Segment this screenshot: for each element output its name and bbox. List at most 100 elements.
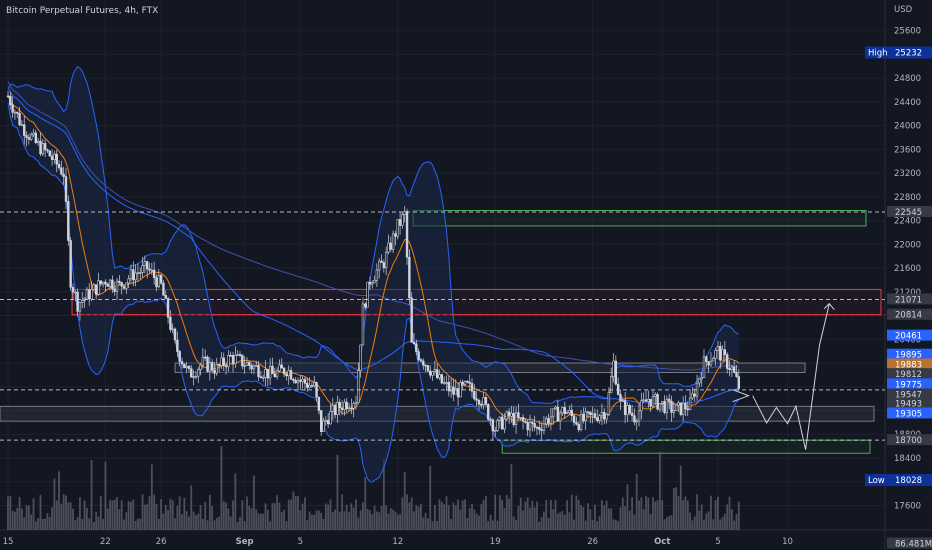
volume-bar [25, 505, 28, 530]
volume-bar [501, 499, 504, 530]
volume-bar [222, 501, 225, 530]
volume-bar [645, 495, 647, 530]
candle-body [401, 214, 404, 226]
volume-bar [72, 508, 74, 530]
candle-body [213, 370, 216, 374]
candle-body [301, 378, 304, 382]
volume-bar [283, 509, 285, 530]
candle-body [271, 365, 274, 375]
candle-body [408, 256, 411, 299]
candle-body [308, 385, 311, 388]
time-axis[interactable]: 15 22 26 Sep 5 12 19 26 Oct 5 10 [3, 537, 793, 547]
volume-bar [633, 514, 636, 530]
candle-body [705, 356, 708, 362]
candle-body [487, 404, 490, 420]
candle-body [572, 415, 576, 423]
volume-bar [227, 508, 230, 530]
volume-bar [607, 508, 610, 530]
volume-bar [466, 517, 469, 530]
candle-body [185, 365, 188, 368]
volume-bar [157, 518, 160, 530]
volume-bar [348, 512, 350, 530]
volume-bar [48, 516, 51, 530]
candle-body [503, 418, 506, 430]
volume-bar [447, 504, 450, 530]
candle-body [310, 385, 314, 387]
candle-body [593, 413, 597, 419]
volume-bar [262, 513, 265, 530]
candle-body [556, 406, 560, 422]
volume-bars [7, 446, 740, 530]
volume-bar [143, 504, 146, 530]
volume-bar [243, 521, 246, 530]
candle-body [94, 284, 98, 295]
y-tick-label: 24400 [894, 98, 921, 108]
candle-body [13, 111, 17, 114]
volume-bar [44, 518, 47, 530]
volume-bar [55, 500, 58, 530]
volume-bar [517, 505, 520, 530]
y-tick-label: 22800 [894, 193, 921, 203]
candle-body [677, 402, 680, 406]
price-badge-bg [887, 358, 932, 370]
volume-bar [218, 516, 221, 530]
price-badge-value: 19493 [895, 399, 922, 409]
candle-body [85, 289, 89, 299]
volume-bar [201, 518, 204, 530]
volume-bar [113, 499, 116, 530]
volume-bar [401, 497, 404, 530]
volume-bar [164, 504, 167, 530]
candle-body [547, 418, 550, 424]
volume-bar [167, 510, 169, 530]
price-badge-bg [887, 205, 932, 217]
candles [6, 90, 741, 440]
candle-body [34, 132, 38, 143]
volume-bar [85, 508, 88, 530]
volume-bar [239, 516, 241, 530]
volume-bar [417, 506, 420, 530]
volume-bar [675, 487, 678, 530]
volume-bar [554, 500, 557, 530]
candle-body [92, 284, 96, 290]
candle-body [375, 269, 379, 281]
volume-bar [612, 519, 615, 530]
candle-body [241, 354, 244, 367]
candle-body [582, 413, 585, 422]
candle-body [373, 279, 376, 284]
volume-bar [294, 495, 297, 530]
volume-bar [457, 499, 459, 530]
candle-body [23, 124, 26, 136]
volume-bar [185, 511, 188, 530]
volume-bar [719, 519, 722, 530]
candle-body [229, 355, 232, 357]
x-tick-label: Oct [654, 537, 670, 547]
volume-bar [285, 521, 288, 530]
candle-body [605, 414, 608, 420]
volume-bar [176, 505, 179, 530]
candle-body [496, 420, 499, 431]
projection-zigzag [752, 303, 830, 450]
volume-bar [696, 494, 698, 530]
candle-body [220, 357, 223, 366]
volume-bar [406, 494, 408, 530]
volume-bar [584, 520, 587, 530]
volume-bar [580, 505, 582, 530]
volume-bar [130, 501, 132, 530]
candle-body [454, 388, 457, 395]
volume-bar [39, 494, 42, 530]
volume-bar [104, 461, 107, 530]
volume-bar [487, 521, 490, 530]
price-badge-bg [887, 378, 932, 390]
candle-body [500, 416, 504, 430]
price-badge-value: 18700 [895, 436, 922, 446]
candle-body [698, 378, 701, 384]
candle-body [146, 261, 149, 270]
volume-bar [352, 507, 355, 530]
candle-body [125, 282, 128, 289]
candle-body [36, 140, 40, 143]
volume-bar [74, 519, 77, 530]
candle-body [183, 363, 186, 368]
candle-body [97, 280, 100, 295]
x-tick-label: 26 [156, 537, 167, 547]
